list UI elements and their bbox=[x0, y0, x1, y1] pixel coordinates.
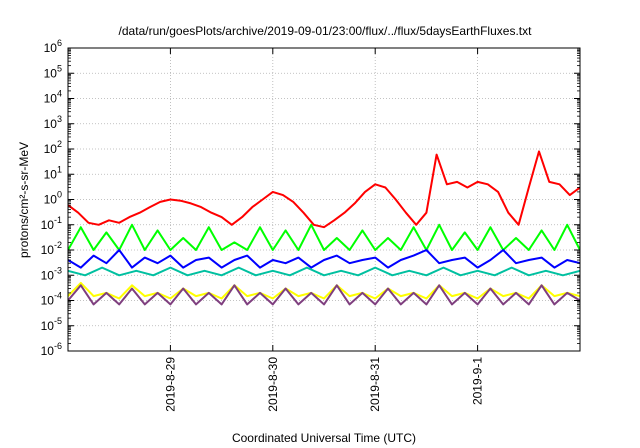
chart-title: /data/run/goesPlots/archive/2019-09-01/2… bbox=[119, 24, 533, 38]
y-tick-label: 10-5 bbox=[41, 316, 62, 333]
y-tick-label: 10-1 bbox=[41, 215, 62, 232]
series-line-6 bbox=[68, 284, 580, 306]
y-tick-label: 104 bbox=[44, 89, 62, 106]
series-line-3 bbox=[68, 249, 580, 269]
x-axis-label: Coordinated Universal Time (UTC) bbox=[232, 431, 416, 445]
series-line-4 bbox=[68, 266, 580, 277]
series-layer bbox=[68, 150, 580, 306]
y-tick-label: 102 bbox=[44, 139, 62, 156]
y-axis: 10-6 10-5 10-4 10-3 10-2 10-1 100 101 102 103 104 1… bbox=[41, 38, 580, 358]
y-tick-label: 103 bbox=[44, 114, 62, 131]
y-tick-label: 106 bbox=[44, 38, 62, 55]
x-tick-label: 2019-8-30 bbox=[266, 357, 280, 412]
y-tick-label: 105 bbox=[44, 63, 62, 80]
y-tick-label: 101 bbox=[44, 164, 62, 181]
y-tick-label: 10-4 bbox=[41, 291, 62, 308]
x-tick-label: 2019-8-29 bbox=[163, 357, 177, 412]
series-line-2 bbox=[68, 223, 580, 251]
y-tick-label: 100 bbox=[44, 190, 62, 207]
series-line-1 bbox=[68, 150, 580, 229]
y-axis-label: protons/cm²-s-sr-MeV bbox=[17, 142, 31, 258]
x-tick-label: 2019-9-1 bbox=[471, 357, 485, 405]
x-tick-label: 2019-8-31 bbox=[368, 357, 382, 412]
y-tick-label: 10-2 bbox=[41, 240, 62, 257]
y-tick-label: 10-3 bbox=[41, 265, 62, 282]
series-line-5 bbox=[68, 281, 580, 300]
x-axis: 2019-8-29 2019-8-30 2019-8-31 2019-9-1 bbox=[163, 48, 485, 412]
y-tick-label: 10-6 bbox=[41, 341, 62, 358]
